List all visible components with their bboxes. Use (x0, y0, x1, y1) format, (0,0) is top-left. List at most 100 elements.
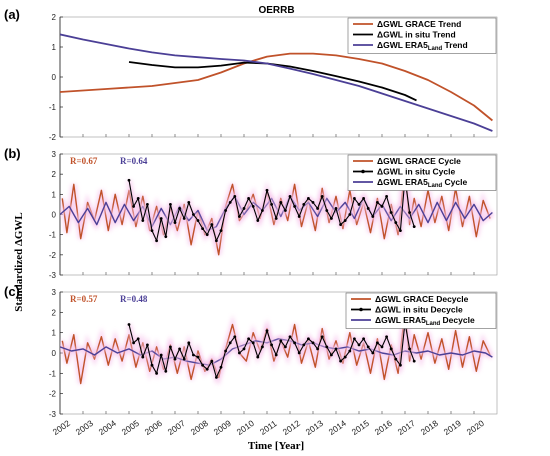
insitu-point (233, 335, 237, 339)
era5-series-line (60, 338, 493, 366)
insitu-point (302, 203, 306, 206)
insitu-point (242, 207, 246, 210)
insitu-point (320, 194, 324, 198)
insitu-point (274, 353, 278, 357)
legend-entry: ΔGWL in situ Trend (377, 30, 456, 40)
insitu-point (150, 363, 154, 367)
y-tick-label: 2 (52, 13, 57, 22)
insitu-point (311, 201, 315, 204)
insitu-point (357, 343, 361, 347)
insitu-point (394, 357, 398, 361)
insitu-point (394, 221, 398, 224)
insitu-point (132, 341, 136, 345)
insitu-point (334, 347, 338, 351)
insitu-point (228, 201, 232, 204)
insitu-point (196, 219, 200, 222)
x-tick-label: 2007 (166, 418, 187, 437)
insitu-point (224, 349, 228, 353)
x-tick-label: 2016 (373, 418, 394, 437)
insitu-point (261, 209, 264, 212)
insitu-point (201, 227, 205, 231)
insitu-point (150, 229, 154, 233)
insitu-point (178, 347, 182, 351)
insitu-point (141, 219, 145, 222)
era5-series-line (60, 195, 493, 232)
insitu-point (210, 223, 214, 226)
insitu-point (343, 355, 347, 359)
grace-series-line (60, 52, 493, 122)
insitu-point (389, 347, 393, 351)
insitu-point (155, 239, 159, 243)
y-tick-label: -2 (49, 390, 57, 399)
insitu-point (353, 196, 356, 200)
correlation-label: R=0.57 (70, 294, 98, 304)
insitu-point (348, 213, 352, 216)
insitu-point (353, 337, 356, 341)
insitu-point (201, 363, 205, 367)
insitu-point (399, 363, 402, 367)
insitu-point (362, 196, 365, 200)
x-tick-label: 2018 (419, 418, 440, 437)
legend-entry: ΔGWL in situ Cycle (377, 167, 455, 177)
legend-entry: ΔGWL ERA5Land Decycle (375, 315, 475, 327)
insitu-point (187, 341, 191, 345)
insitu-point (192, 213, 195, 216)
y-tick-label: -3 (49, 410, 57, 419)
insitu-point (192, 353, 195, 357)
insitu-point (366, 345, 370, 349)
insitu-point (146, 203, 149, 206)
insitu-point (339, 359, 342, 363)
insitu-point (247, 196, 251, 200)
insitu-point (265, 188, 269, 192)
insitu-point (224, 209, 228, 212)
insitu-point (330, 353, 333, 357)
y-tick-label: 0 (52, 211, 57, 220)
insitu-point (362, 337, 365, 341)
x-tick-label: 2002 (51, 418, 72, 437)
insitu-point (293, 205, 296, 208)
insitu-point (215, 239, 218, 243)
insitu-point (293, 341, 296, 345)
legend-entry: ΔGWL GRACE Trend (377, 19, 461, 29)
correlation-label: R=0.67 (70, 156, 98, 166)
legend-marker (359, 307, 363, 312)
insitu-point (334, 207, 338, 210)
insitu-point (348, 349, 352, 353)
y-tick-label: -2 (49, 133, 57, 142)
x-tick-label: 2019 (442, 418, 463, 437)
insitu-point (274, 217, 278, 220)
x-tick-label: 2015 (350, 418, 371, 437)
panel-label: (a) (4, 7, 20, 22)
insitu-point (247, 337, 251, 341)
insitu-point (325, 345, 329, 349)
x-tick-label: 2017 (396, 418, 417, 437)
insitu-point (169, 203, 172, 206)
insitu-point (127, 323, 131, 326)
insitu-point (136, 337, 140, 341)
correlation-label: R=0.64 (120, 156, 148, 166)
insitu-point (380, 205, 384, 208)
insitu-point (127, 178, 131, 182)
x-tick-label: 2008 (189, 418, 210, 437)
insitu-point (399, 229, 402, 233)
insitu-point (311, 341, 315, 345)
insitu-point (205, 367, 209, 371)
y-tick-label: 0 (52, 349, 57, 358)
x-tick-label: 2005 (120, 418, 141, 437)
correlation-label: R=0.48 (120, 294, 148, 304)
y-tick-label: -2 (49, 251, 57, 260)
insitu-point (307, 337, 310, 341)
insitu-point (219, 229, 223, 233)
legend-entry: ΔGWL GRACE Decycle (375, 294, 469, 304)
insitu-point (385, 335, 388, 339)
legend-entry: ΔGWL ERA5Land Cycle (377, 177, 467, 189)
y-axis-label: Standardized ΔGWL (13, 212, 25, 312)
insitu-point (242, 347, 246, 351)
x-tick-label: 2004 (97, 418, 118, 437)
legend-entry: ΔGWL GRACE Cycle (377, 156, 461, 166)
era5-series-line (60, 33, 493, 132)
